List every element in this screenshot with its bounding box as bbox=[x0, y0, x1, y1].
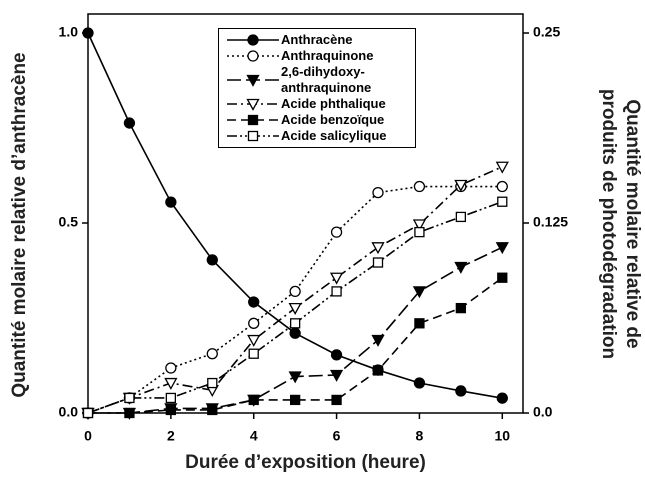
marker bbox=[455, 302, 467, 314]
marker bbox=[413, 377, 426, 389]
marker bbox=[165, 196, 177, 208]
marker bbox=[330, 349, 343, 361]
legend-icon bbox=[227, 34, 279, 46]
marker bbox=[248, 296, 260, 308]
marker bbox=[248, 348, 259, 359]
marker bbox=[371, 334, 385, 347]
legend-label: Anthracène bbox=[281, 32, 353, 47]
legend-entry: Acide salicylique bbox=[225, 128, 409, 144]
marker bbox=[247, 50, 259, 62]
x-tick-label: 0 bbox=[84, 428, 92, 444]
x-tick-label: 4 bbox=[250, 428, 258, 444]
marker bbox=[497, 272, 508, 283]
marker bbox=[289, 327, 301, 339]
y2-tick-label: 0.25 bbox=[533, 24, 560, 40]
marker bbox=[247, 334, 261, 347]
marker bbox=[165, 362, 177, 374]
marker bbox=[412, 286, 427, 299]
x-axis-label: Durée d’exposition (heure) bbox=[185, 452, 426, 473]
legend-label: 2,6-dihydoxy-anthraquinone bbox=[281, 64, 372, 95]
marker bbox=[454, 261, 468, 274]
legend-entry: Acide phthalique bbox=[225, 96, 409, 112]
marker bbox=[206, 348, 218, 360]
x-tick-label: 10 bbox=[494, 428, 510, 444]
plot-frame bbox=[87, 13, 524, 414]
marker bbox=[82, 407, 94, 419]
marker bbox=[455, 385, 467, 397]
y2-tick-label: 0.125 bbox=[533, 214, 568, 230]
marker bbox=[82, 27, 94, 39]
marker bbox=[330, 226, 343, 238]
marker bbox=[454, 179, 468, 192]
marker bbox=[207, 377, 218, 389]
legend-entry: Anthracène bbox=[225, 32, 409, 48]
marker bbox=[288, 302, 302, 315]
y-tick-label: 0.0 bbox=[59, 404, 79, 420]
series-line bbox=[88, 277, 503, 414]
marker bbox=[248, 317, 260, 329]
x-tick-label: 6 bbox=[333, 428, 341, 444]
legend-entry: 2,6-dihydoxy-anthraquinone bbox=[225, 64, 409, 96]
marker bbox=[207, 404, 218, 416]
legend: Anthracène Anthraquinone 2,6-dihydoxy-anth… bbox=[218, 28, 416, 148]
marker bbox=[289, 394, 301, 406]
marker bbox=[329, 272, 344, 285]
y2-tick-label: 0.0 bbox=[533, 404, 553, 420]
legend-entry: Acide benzoïque bbox=[225, 112, 409, 128]
marker bbox=[329, 369, 344, 382]
y-tick-label: 1.0 bbox=[59, 24, 79, 40]
marker bbox=[246, 98, 260, 111]
marker bbox=[247, 34, 259, 46]
marker bbox=[331, 394, 342, 406]
marker bbox=[496, 180, 508, 193]
marker bbox=[414, 226, 425, 238]
marker bbox=[124, 392, 135, 404]
marker bbox=[289, 285, 301, 298]
marker bbox=[206, 254, 218, 266]
legend-label: Acide benzoïque bbox=[281, 112, 385, 127]
marker bbox=[331, 286, 342, 297]
legend-icon bbox=[227, 114, 279, 126]
legend-label: Acide phthalique bbox=[281, 96, 386, 111]
marker bbox=[372, 365, 384, 376]
marker bbox=[289, 318, 301, 329]
marker bbox=[497, 196, 508, 207]
x-tick-label: 8 bbox=[416, 428, 424, 444]
marker bbox=[246, 74, 260, 87]
marker bbox=[247, 130, 259, 142]
y-axis-label: Quantité molaire relative d’anthracène bbox=[9, 52, 30, 398]
legend-label: Acide salicylique bbox=[281, 128, 387, 143]
marker bbox=[247, 114, 259, 126]
marker bbox=[165, 392, 177, 404]
y2-axis-label: Quantité molaire relative de produits de… bbox=[598, 88, 643, 360]
legend-entry: Anthraquinone bbox=[225, 48, 409, 64]
marker bbox=[412, 219, 427, 232]
legend-icon bbox=[227, 50, 279, 62]
marker bbox=[455, 211, 467, 223]
y-tick-label: 0.5 bbox=[59, 214, 79, 230]
marker bbox=[413, 180, 426, 193]
marker bbox=[124, 407, 135, 419]
x-tick-label: 2 bbox=[167, 428, 175, 444]
marker bbox=[372, 257, 384, 268]
legend-label: Anthraquinone bbox=[281, 48, 374, 63]
legend-icon bbox=[227, 98, 279, 111]
marker bbox=[372, 186, 384, 199]
legend-icon bbox=[227, 130, 279, 142]
marker bbox=[371, 242, 385, 255]
marker bbox=[165, 404, 177, 416]
marker bbox=[164, 377, 178, 390]
marker bbox=[496, 392, 508, 404]
marker bbox=[495, 242, 509, 255]
marker bbox=[495, 161, 509, 174]
marker bbox=[123, 117, 136, 129]
legend-icon bbox=[227, 74, 279, 87]
marker bbox=[288, 371, 302, 384]
marker bbox=[248, 394, 259, 406]
marker bbox=[414, 318, 425, 329]
